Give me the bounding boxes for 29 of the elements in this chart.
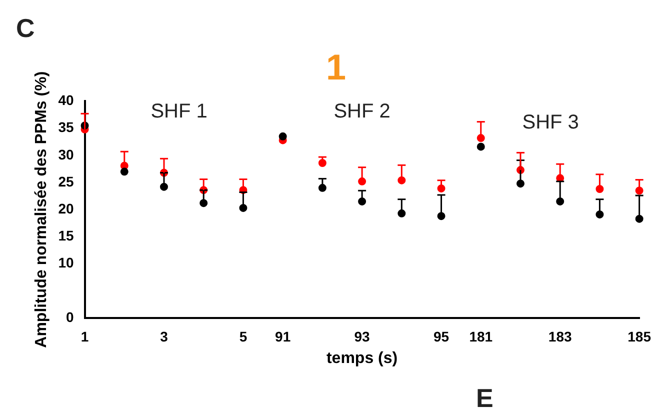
chart-title: 1 [326, 46, 346, 88]
annotation: SHF 1 [150, 100, 208, 123]
y-tick-label: 35 [58, 119, 74, 136]
point [318, 158, 326, 167]
x-tick-label: 185 [628, 328, 652, 344]
y-tick-label: 15 [58, 228, 74, 244]
annotation: SHF 2 [334, 100, 390, 123]
y-tick-label: 30 [58, 146, 74, 162]
x-tick-label: 181 [469, 328, 493, 344]
x-tick-label: 95 [433, 328, 450, 344]
x-tick-label: 91 [275, 328, 291, 344]
y-axis-title: Amplitude normalisée des PPMs (%) [33, 71, 50, 348]
y-tick-label: 0 [66, 308, 74, 325]
y-tick-label: 20 [58, 200, 74, 216]
x-tick-label: 5 [239, 328, 248, 344]
x-tick-label: 3 [160, 328, 168, 344]
y-tick-label: 40 [58, 92, 74, 108]
x-axis-title: temps (s) [326, 350, 398, 367]
x-tick-label: 93 [354, 328, 370, 344]
x-tick-label: 183 [548, 328, 572, 344]
y-tick-label: 25 [58, 173, 74, 190]
y-tick-label: 10 [58, 254, 74, 271]
x-tick-label: 1 [80, 328, 89, 344]
point [278, 132, 287, 140]
point [120, 168, 128, 176]
text: C [16, 13, 35, 44]
text: E [476, 383, 494, 414]
point [476, 142, 485, 151]
annotation: SHF 3 [522, 111, 579, 134]
